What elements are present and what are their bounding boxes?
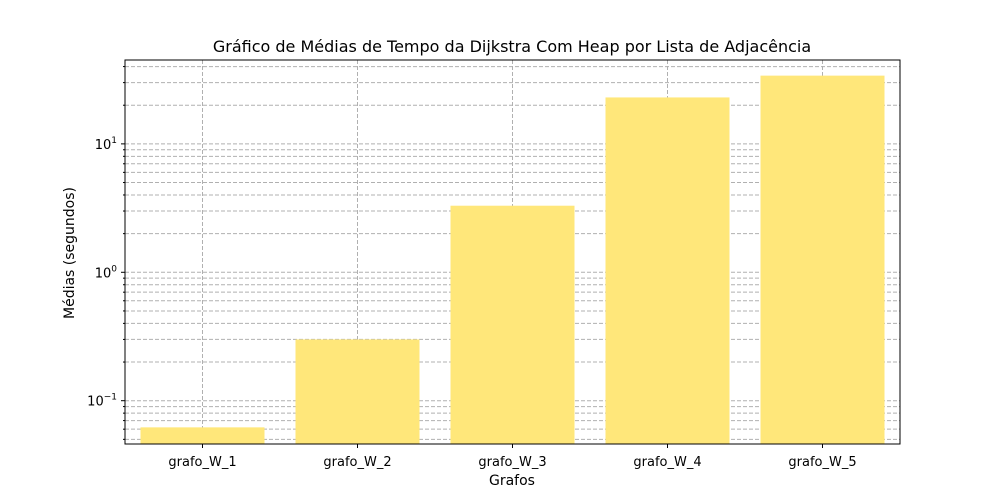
bar-grafo_W_5	[760, 75, 885, 444]
y-tick-label: 10−1	[87, 393, 117, 410]
bars	[140, 75, 885, 444]
chart-title: Gráfico de Médias de Tempo da Dijkstra C…	[213, 37, 811, 56]
bar-grafo_W_4	[605, 97, 730, 444]
x-tick-label: grafo_W_2	[323, 455, 391, 470]
y-tick-label: 101	[95, 136, 117, 153]
x-tick-label: grafo_W_1	[168, 455, 236, 470]
x-tick-label: grafo_W_3	[478, 455, 546, 470]
bar-grafo_W_3	[450, 205, 575, 444]
y-axis-label: Médias (segundos)	[62, 187, 78, 319]
bar-grafo_W_2	[295, 339, 420, 444]
x-axis-label: Grafos	[489, 473, 535, 489]
x-tick-label: grafo_W_5	[788, 455, 856, 470]
bar-grafo_W_1	[140, 427, 265, 444]
y-tick-label: 100	[95, 264, 118, 281]
x-tick-label: grafo_W_4	[633, 455, 701, 470]
ticks: grafo_W_1 grafo_W_2 grafo_W_3 grafo_W_4 graf…	[87, 66, 857, 470]
